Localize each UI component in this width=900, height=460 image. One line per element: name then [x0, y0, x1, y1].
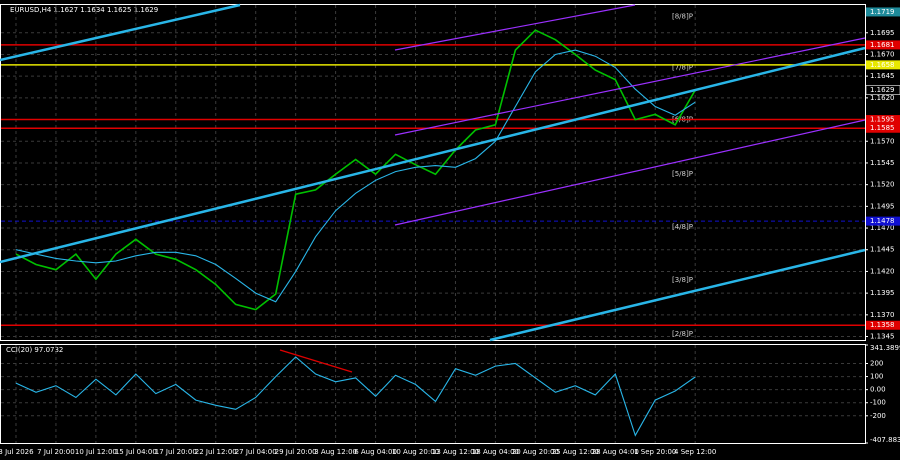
- level-value: 1.1358: [870, 321, 895, 329]
- y-tick-label: 1.1520: [870, 181, 895, 189]
- level-label: [2/8]P: [672, 330, 693, 338]
- trend-line: [0, 3, 241, 62]
- divergence-line: [279, 349, 353, 373]
- level-value: 1.1681: [870, 41, 895, 49]
- level-box: [866, 123, 900, 133]
- x-tick-label: 13 Aug 12:00: [432, 448, 479, 456]
- series-line: [15, 356, 696, 437]
- level-box: [866, 60, 900, 70]
- x-tick-label: 6 Aug 04:00: [354, 448, 397, 456]
- level-box: [866, 216, 900, 226]
- trend-line: [0, 46, 866, 264]
- y-tick-label: 1.1420: [870, 267, 895, 275]
- y-tick-label: 1.1495: [870, 202, 895, 210]
- level-label: [5/8]P: [672, 170, 693, 178]
- x-tick-label: 3 Aug 12:00: [314, 448, 357, 456]
- x-tick-label: 4 Sep 12:00: [674, 448, 716, 456]
- y-tick-label: 1.1570: [870, 137, 895, 145]
- y-tick-label: 1.1445: [870, 246, 895, 254]
- x-tick-label: 15 Jul 04:00: [115, 448, 157, 456]
- y-tick-label: 1.1370: [870, 311, 895, 319]
- chart-title: EURUSD,H4 1.1627 1.1634 1.1625 1.1629: [10, 6, 158, 14]
- main-frame: [0, 4, 866, 341]
- frames: [0, 4, 866, 444]
- x-tick-label: 17 Jul 20:00: [155, 448, 197, 456]
- channel-line: [394, 37, 866, 136]
- y-tick-label: 1.1620: [870, 94, 895, 102]
- x-tick-label: 10 Aug 20:00: [392, 448, 439, 456]
- indicator-title: CCI(20) 97.0732: [6, 346, 63, 354]
- y-tick-label: -407.883: [870, 436, 900, 444]
- y-tick-label: 1.1670: [870, 50, 895, 58]
- trend-lines: [0, 3, 866, 373]
- level-label: [3/8]P: [672, 276, 693, 284]
- y-tick-label: 341.3899: [870, 344, 900, 352]
- x-tick-label: 7 Jul 20:00: [37, 448, 75, 456]
- level-value: 1.1629: [870, 86, 895, 94]
- trend-line: [489, 248, 866, 342]
- y-tick-label: 1.1545: [870, 159, 895, 167]
- x-tick-label: 3 Jul 2026: [0, 448, 34, 456]
- series-line: [15, 29, 696, 311]
- y-tick-label: 1.1695: [870, 29, 895, 37]
- y-tick-label: 1.1345: [870, 333, 895, 341]
- y-tick-label: 1.1395: [870, 289, 895, 297]
- level-value: 1.1585: [870, 124, 895, 132]
- level-label: [8/8]P: [672, 12, 693, 20]
- x-tick-label: 29 Jul 20:00: [275, 448, 317, 456]
- y-tick-label: -200: [870, 412, 886, 420]
- x-tick-label: 27 Jul 04:00: [235, 448, 277, 456]
- y-tick-label: 0.00: [870, 386, 886, 394]
- level-box: [866, 40, 900, 50]
- level-label: [7/8]P: [672, 63, 693, 71]
- level-label: [4/8]P: [672, 223, 693, 231]
- x-tick-label: 28 Aug 04:00: [592, 448, 639, 456]
- x-tick-label: 10 Jul 12:00: [75, 448, 117, 456]
- channel-line: [394, 119, 866, 226]
- level-value: 1.1658: [870, 61, 895, 69]
- y-tick-label: -100: [870, 399, 886, 407]
- cci-frame: [0, 344, 866, 444]
- y-tick-label: 100: [870, 373, 883, 381]
- series-line: [15, 49, 696, 303]
- x-tick-label: 22 Jul 12:00: [195, 448, 237, 456]
- x-tick-label: 18 Aug 04:00: [472, 448, 519, 456]
- level-value: 1.1595: [870, 116, 895, 124]
- x-tick-label: 1 Sep 20:00: [634, 448, 676, 456]
- level-value: 1.1719: [870, 8, 895, 16]
- x-tick-label: 20 Aug 20:00: [512, 448, 559, 456]
- channel-line: [394, 4, 636, 51]
- level-box: [866, 115, 900, 125]
- level-box: [866, 320, 900, 330]
- level-box: [865, 85, 900, 95]
- level-box: [866, 7, 900, 17]
- y-tick-label: 200: [870, 359, 883, 367]
- x-tick-label: 25 Aug 12:00: [552, 448, 599, 456]
- level-value: 1.1478: [870, 217, 895, 225]
- y-tick-label: 1.1645: [870, 72, 895, 80]
- y-tick-label: 1.1470: [870, 224, 895, 232]
